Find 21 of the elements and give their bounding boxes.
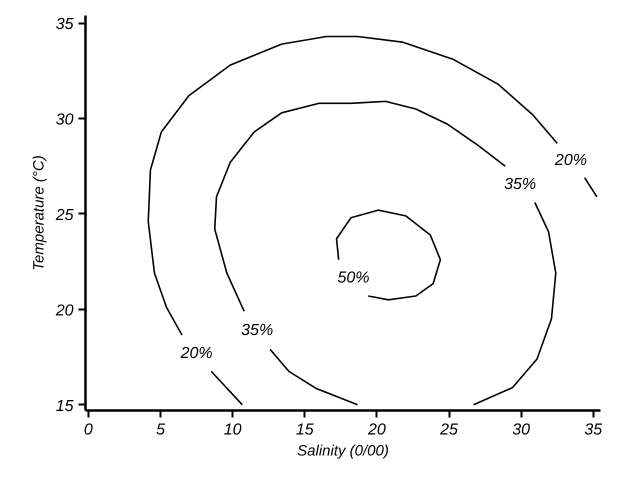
y-tick-label: 30 — [56, 112, 74, 129]
y-tick-label: 35 — [56, 16, 74, 34]
series-label: 35% — [504, 176, 536, 193]
x-axis-title: Salinity (0/00) — [297, 442, 389, 460]
x-tick-label: 10 — [224, 422, 242, 438]
x-tick-label: 20 — [367, 422, 386, 438]
x-tick-label: 0 — [84, 422, 93, 438]
x-tick-label: 35 — [584, 422, 602, 438]
x-tick-label: 5 — [156, 422, 166, 438]
x-tick-label: 30 — [512, 422, 530, 438]
text: 35% — [241, 322, 274, 339]
y-tick-label: 20 — [54, 302, 74, 320]
x-tick-label: 25 — [439, 422, 458, 438]
y-axis-title: Temperature (°C) — [30, 155, 48, 271]
y-tick-label: 15 — [56, 398, 74, 415]
y-tick-label: 25 — [54, 206, 74, 224]
series-label: 50% — [337, 269, 370, 286]
series-label: 20% — [554, 152, 587, 170]
x-tick-label: 15 — [296, 422, 314, 438]
line-series — [336, 209, 442, 301]
text: 20% — [180, 344, 213, 362]
